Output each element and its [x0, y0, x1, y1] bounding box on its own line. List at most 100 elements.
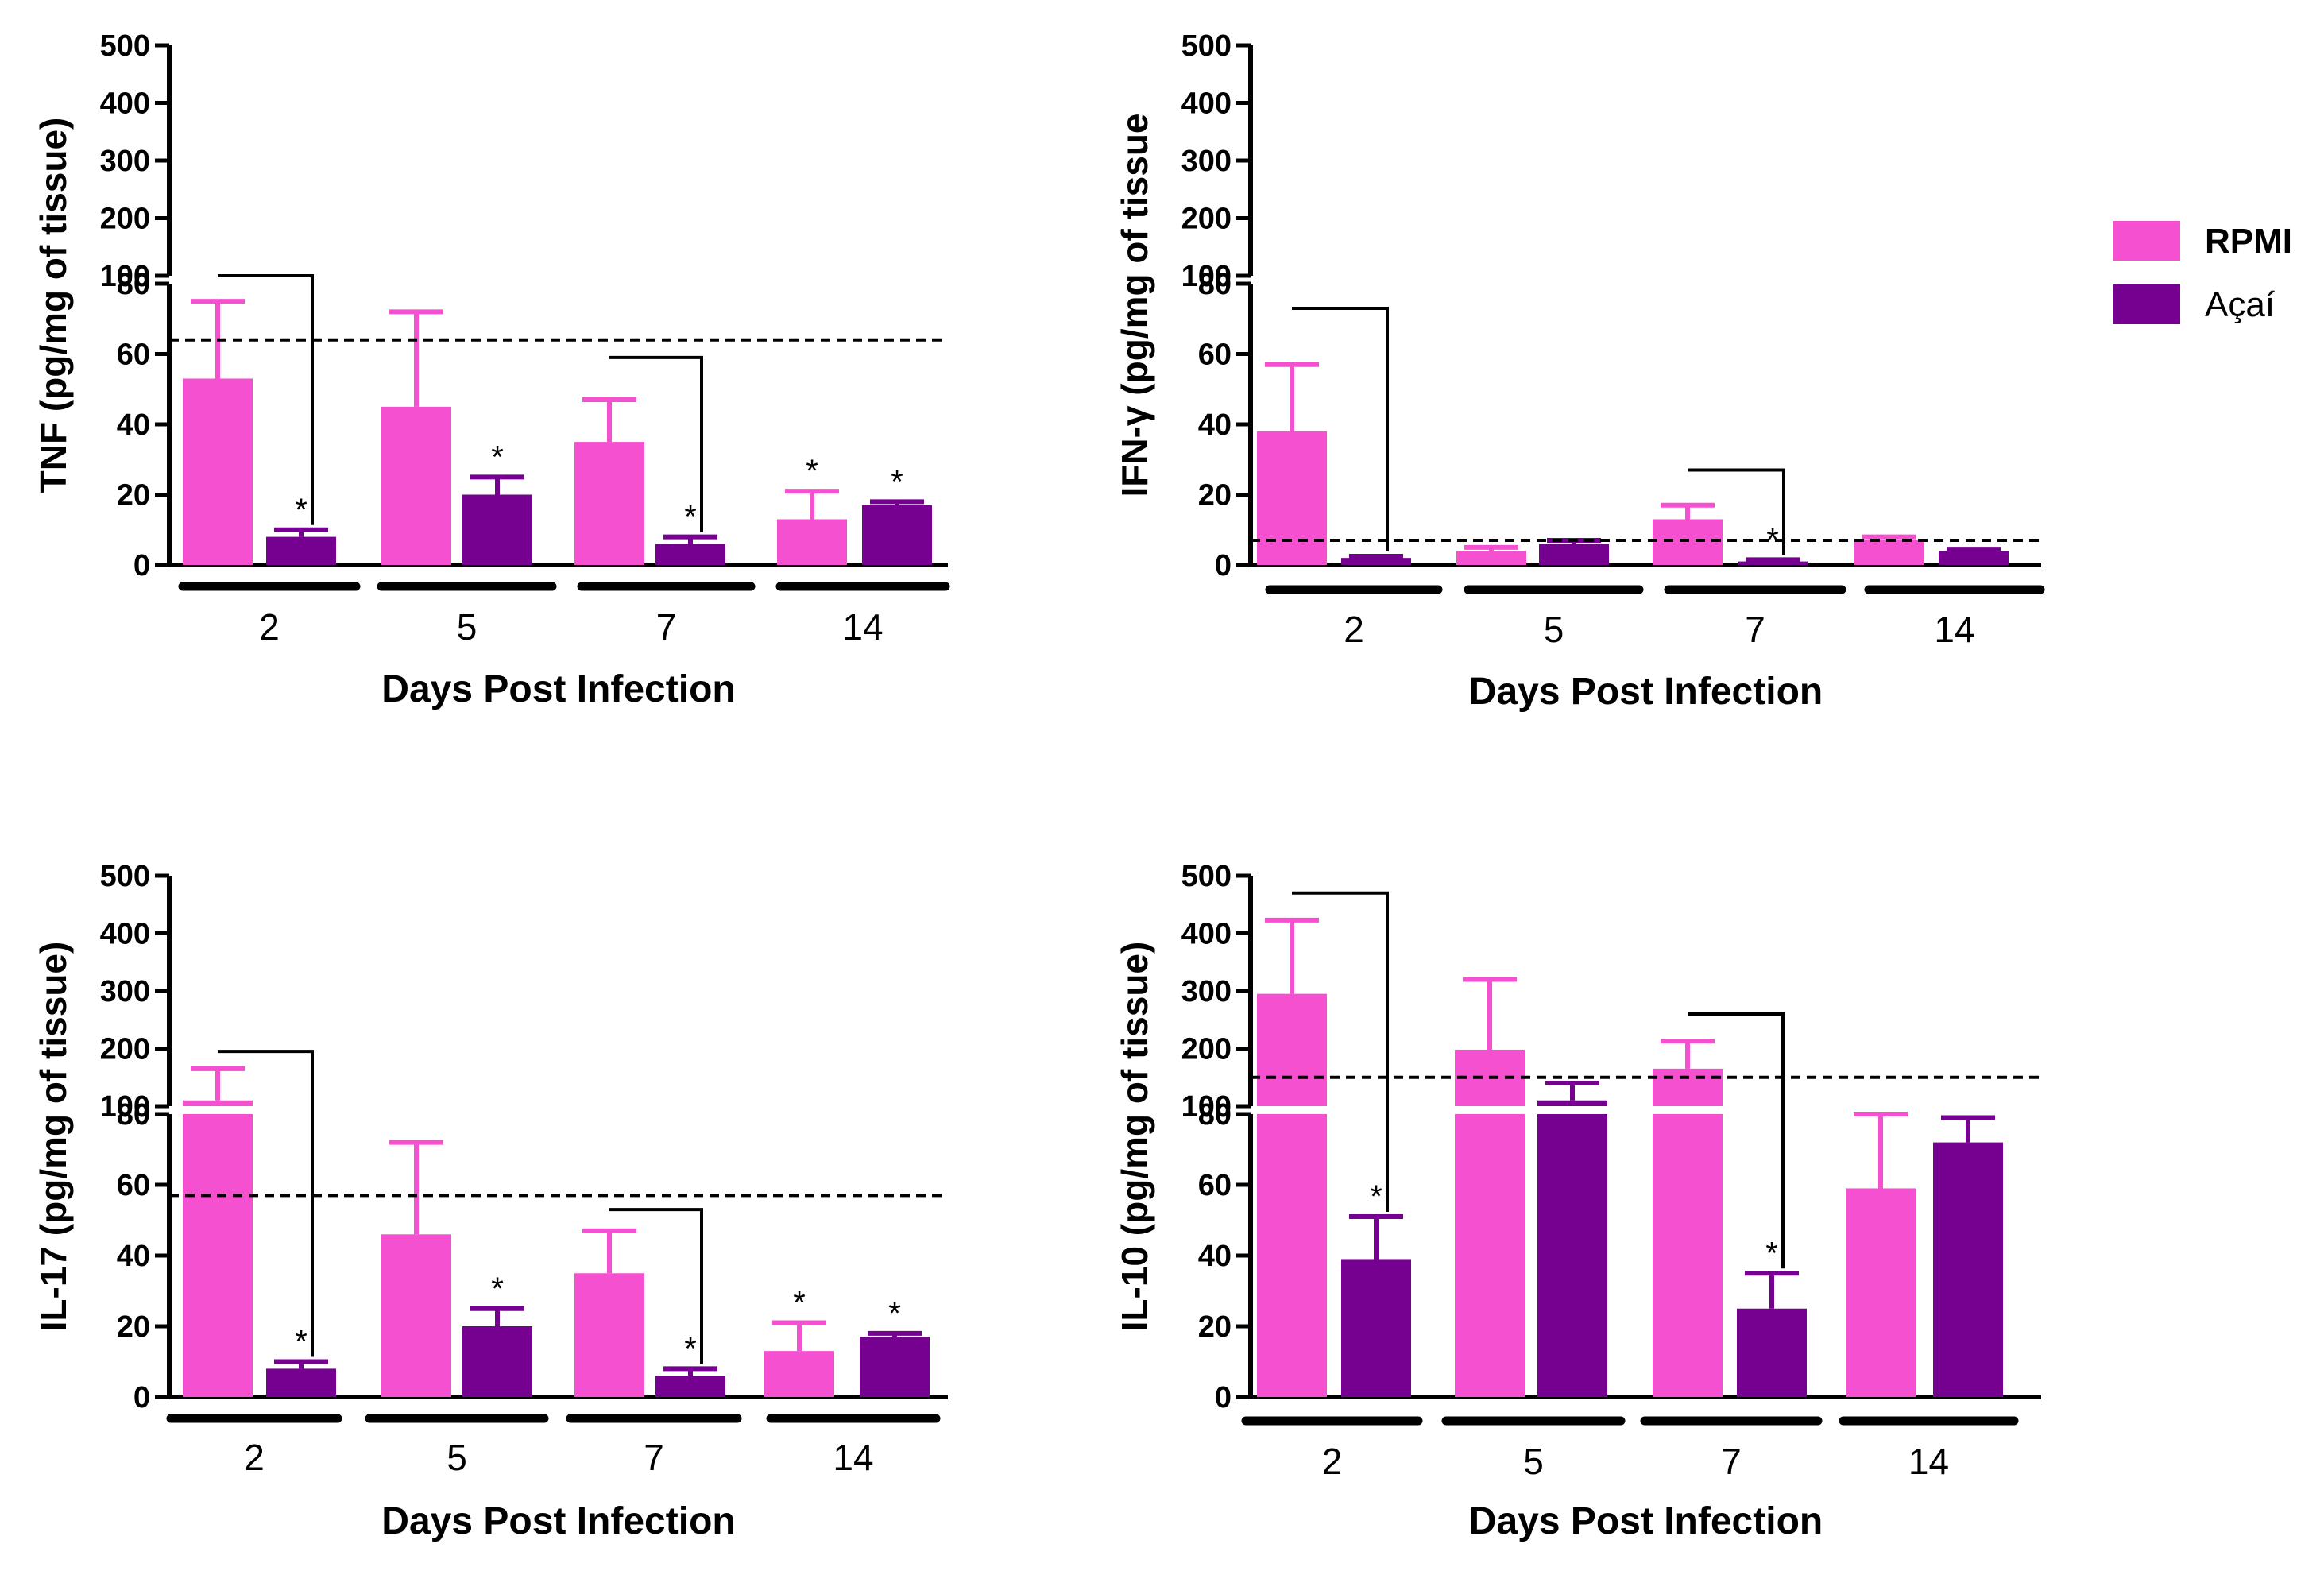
- bar: [266, 536, 336, 565]
- y-tick-label: 500: [1181, 29, 1232, 63]
- x-category-label: 2: [1322, 1441, 1343, 1482]
- x-category-label: 14: [833, 1437, 873, 1478]
- error-bar: [274, 527, 328, 537]
- error-bar: [191, 1066, 245, 1101]
- bar: [266, 1368, 336, 1397]
- y-tick-label: 400: [1181, 87, 1232, 121]
- bar: [462, 494, 532, 565]
- error-bar: [582, 1228, 636, 1274]
- error-bar: [389, 309, 443, 407]
- significance-star: *: [1765, 1236, 1778, 1271]
- bar: [574, 442, 644, 565]
- bar: [1737, 1308, 1807, 1397]
- x-category-label: 5: [1523, 1441, 1544, 1482]
- bar: [777, 519, 847, 565]
- y-tick-label: 20: [117, 1310, 150, 1344]
- y-tick-label: 300: [100, 145, 150, 178]
- bar: [1341, 558, 1411, 565]
- bar: [1257, 431, 1327, 565]
- y-tick-label: 0: [1215, 1381, 1232, 1414]
- error-bar: [1947, 547, 2001, 552]
- bar: [1738, 561, 1808, 565]
- x-category-label: 2: [1344, 609, 1364, 650]
- significance-star: *: [1766, 522, 1779, 557]
- y-axis-label: IL-10 (pg/mg of tissue): [1114, 942, 1155, 1332]
- error-bar: [1463, 977, 1517, 1050]
- y-tick-label: 400: [100, 87, 150, 121]
- x-category-label: 2: [259, 606, 280, 648]
- y-tick-label: 20: [1198, 1310, 1232, 1344]
- y-tick-label: 40: [1198, 408, 1232, 442]
- significance-star: *: [891, 464, 903, 499]
- y-tick-label: 60: [117, 1169, 150, 1202]
- y-tick-label: 200: [100, 1033, 150, 1066]
- x-category-label: 5: [1544, 609, 1564, 650]
- bar: [1653, 1114, 1723, 1397]
- x-category-label: 7: [656, 606, 677, 648]
- y-tick-label: 0: [1215, 549, 1232, 582]
- y-tick-label: 200: [1181, 1033, 1232, 1066]
- y-tick-label: 500: [1181, 860, 1232, 893]
- y-tick-label: 100: [100, 260, 150, 293]
- significance-star: *: [888, 1296, 901, 1331]
- y-tick-label: 80: [1198, 268, 1232, 301]
- bar: [1456, 551, 1526, 565]
- significance-star: *: [793, 1286, 806, 1321]
- bar-upper-segment: [183, 1100, 253, 1106]
- x-category-label: 5: [447, 1437, 467, 1478]
- bar: [1539, 544, 1609, 565]
- legend-label: Açaí: [2205, 285, 2276, 324]
- error-bar: [663, 1366, 717, 1376]
- comparison-bracket: [1688, 468, 1785, 555]
- y-tick-label: 500: [100, 860, 150, 893]
- y-tick-label: 40: [1198, 1240, 1232, 1273]
- x-category-label: 14: [842, 606, 883, 648]
- significance-star: *: [491, 439, 504, 474]
- y-tick-label: 100: [100, 1090, 150, 1124]
- comparison-bracket: [1292, 306, 1389, 551]
- error-bar: [785, 489, 839, 520]
- bar: [1846, 1188, 1916, 1397]
- error-bar: [582, 397, 636, 443]
- y-tick-label: 200: [1181, 203, 1232, 236]
- y-tick-label: 60: [117, 339, 150, 372]
- error-bar: [1265, 917, 1319, 994]
- bar: [655, 1376, 725, 1397]
- x-category-label: 2: [244, 1437, 265, 1478]
- x-category-label: 14: [1908, 1441, 1949, 1482]
- bar: [1455, 1114, 1525, 1397]
- error-bar: [1464, 544, 1518, 551]
- error-bar: [1545, 1081, 1599, 1101]
- error-bar: [1745, 1271, 1799, 1309]
- y-tick-label: 40: [117, 408, 150, 442]
- y-tick-label: 80: [117, 268, 150, 301]
- legend-label: RPMI: [2205, 222, 2292, 261]
- comparison-bracket: [218, 1050, 314, 1357]
- bar: [1653, 519, 1723, 565]
- y-tick-label: 200: [100, 203, 150, 236]
- legend-swatch: [2113, 284, 2180, 324]
- significance-star: *: [684, 500, 697, 535]
- y-tick-label: 100: [1181, 260, 1232, 293]
- bar: [764, 1351, 834, 1397]
- bar-upper-segment: [1653, 1068, 1723, 1106]
- significance-star: *: [1370, 1179, 1382, 1214]
- y-tick-label: 300: [1181, 145, 1232, 178]
- y-tick-label: 80: [1198, 1098, 1232, 1132]
- x-axis-label: Days Post Infection: [1469, 671, 1823, 713]
- y-axis-label: IL-17 (pg/mg of tissue): [33, 942, 74, 1332]
- bar-upper-segment: [1257, 993, 1327, 1106]
- bar: [1537, 1114, 1607, 1397]
- y-axis-label: TNF (pg/mg of tissue): [33, 118, 74, 493]
- y-tick-label: 300: [1181, 975, 1232, 1008]
- x-category-label: 7: [1721, 1441, 1742, 1482]
- x-axis-label: Days Post Infection: [381, 668, 735, 710]
- bar: [574, 1273, 644, 1397]
- comparison-bracket: [1688, 1012, 1785, 1269]
- bar: [462, 1326, 532, 1397]
- bar: [183, 378, 253, 565]
- significance-star: *: [491, 1271, 504, 1306]
- error-bar: [1349, 553, 1403, 559]
